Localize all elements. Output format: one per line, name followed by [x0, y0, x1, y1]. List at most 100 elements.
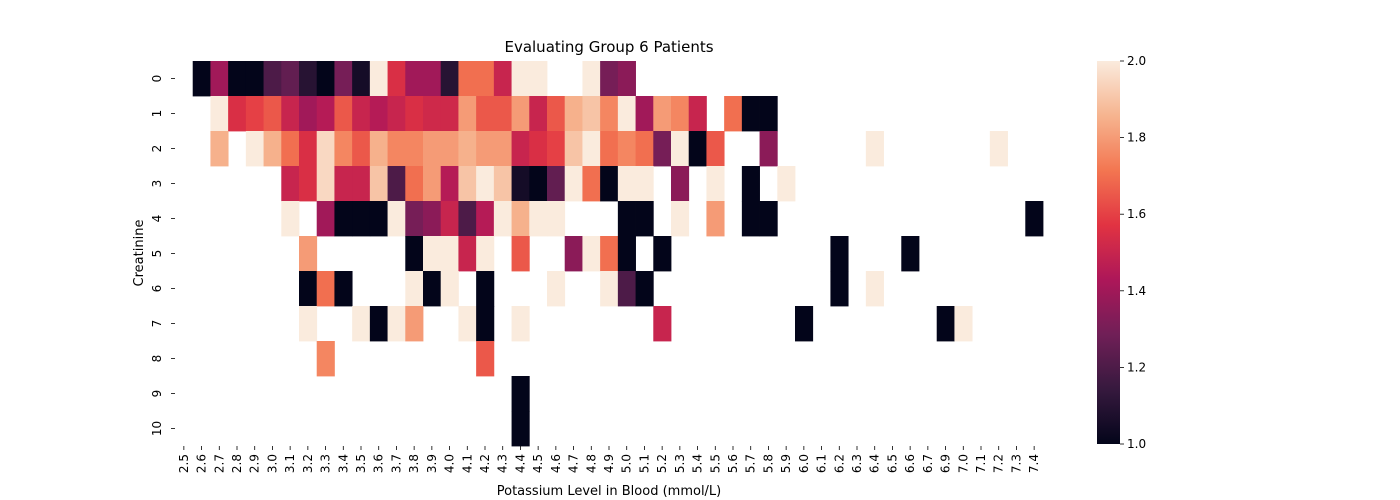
x-tick-label: 4.6 [549, 454, 563, 473]
heatmap-cell [511, 236, 530, 272]
heatmap-cell [547, 131, 566, 167]
colorbar-tick-label: 1.8 [1127, 131, 1146, 145]
heatmap-cell [1025, 201, 1044, 237]
heatmap-cell [901, 236, 920, 272]
heatmap-cell [600, 166, 619, 202]
heatmap-cell [440, 61, 459, 97]
heatmap-cell [653, 131, 672, 167]
heatmap-cell [316, 341, 335, 377]
heatmap-cell [423, 236, 442, 272]
heatmap-cell [617, 131, 636, 167]
heatmap-cell [369, 96, 388, 132]
x-tick-label: 6.3 [850, 454, 864, 473]
heatmap-cell [405, 306, 424, 342]
heatmap-cell [759, 96, 778, 132]
heatmap-cell [192, 61, 211, 97]
x-tick-label: 3.7 [389, 454, 403, 473]
heatmap-cell [600, 271, 619, 307]
heatmap-cell [706, 166, 725, 202]
heatmap-cell [245, 131, 264, 167]
heatmap-cell [795, 306, 814, 342]
heatmap-cell [706, 201, 725, 237]
x-tick-label: 3.3 [319, 454, 333, 473]
heatmap-cell [281, 96, 300, 132]
x-tick-label: 4.8 [584, 454, 598, 473]
heatmap-cell [617, 201, 636, 237]
heatmap-cell [316, 61, 335, 97]
x-tick-label: 6.2 [832, 454, 846, 473]
x-tick-label: 5.4 [691, 454, 705, 473]
heatmap-cell [511, 61, 530, 97]
heatmap-cell [547, 96, 566, 132]
heatmap-cell [582, 61, 601, 97]
y-tick-label: 3 [150, 180, 164, 188]
heatmap-cell [511, 411, 530, 447]
heatmap-cell [954, 306, 973, 342]
heatmap-cell [547, 166, 566, 202]
heatmap-cell [865, 271, 884, 307]
x-tick-label: 7.1 [974, 454, 988, 473]
heatmap-cell [671, 96, 690, 132]
heatmap-cell [299, 271, 318, 307]
heatmap-cell [263, 131, 282, 167]
heatmap-cell [635, 201, 654, 237]
heatmap-cell [564, 96, 583, 132]
heatmap-cell [423, 61, 442, 97]
heatmap-cell [369, 61, 388, 97]
heatmap-cell [334, 131, 353, 167]
heatmap-cell [387, 61, 406, 97]
heatmap-cell [458, 131, 477, 167]
x-tick-label: 3.8 [407, 454, 421, 473]
x-tick-label: 2.6 [195, 454, 209, 473]
heatmap-cell [245, 61, 264, 97]
heatmap-cell [529, 61, 548, 97]
x-tick-label: 6.7 [921, 454, 935, 473]
heatmap-cell [316, 131, 335, 167]
heatmap-cell [493, 61, 512, 97]
heatmap-cell [387, 306, 406, 342]
heatmap-cell [511, 376, 530, 412]
x-tick-label: 3.6 [372, 454, 386, 473]
heatmap-cell [299, 236, 318, 272]
heatmap-cell [405, 96, 424, 132]
heatmap-cell [617, 236, 636, 272]
heatmap-cell [210, 131, 229, 167]
heatmap-cell [245, 96, 264, 132]
heatmap-cell [564, 166, 583, 202]
x-axis: 2.5 2.6 2.7 2.8 2.9 3.0 3.1 3.2 3.3 3.4 3.5 3.6 3.7 3… [177, 446, 1041, 473]
heatmap-cell [777, 166, 796, 202]
heatmap-cell [423, 131, 442, 167]
heatmap-cell [458, 236, 477, 272]
heatmap-cell [299, 306, 318, 342]
x-tick-label: 5.8 [761, 454, 775, 473]
y-tick-label: 4 [150, 215, 164, 223]
heatmap-cell [653, 306, 672, 342]
heatmap-cell [281, 131, 300, 167]
heatmap-cell [759, 201, 778, 237]
y-tick-label: 7 [150, 320, 164, 328]
heatmap-cell [440, 271, 459, 307]
heatmap-cell [263, 96, 282, 132]
heatmap-cell [582, 236, 601, 272]
heatmap-cell [281, 201, 300, 237]
x-tick-label: 4.3 [496, 454, 510, 473]
heatmap-cell [653, 96, 672, 132]
heatmap-cell [281, 166, 300, 202]
heatmap-cell [564, 131, 583, 167]
heatmap-cell [228, 61, 247, 97]
y-tick-label: 2 [150, 145, 164, 153]
colorbar-tick-label: 2.0 [1127, 54, 1146, 68]
heatmap-cell [830, 236, 849, 272]
heatmap-cell [582, 166, 601, 202]
heatmap-cell [476, 166, 495, 202]
heatmap-cell [440, 201, 459, 237]
colorbar-tick-label: 1.6 [1127, 207, 1146, 221]
heatmap-cell [440, 236, 459, 272]
heatmap-cell [405, 201, 424, 237]
heatmap-cell [547, 271, 566, 307]
heatmap-cell [423, 201, 442, 237]
heatmap-cell [476, 306, 495, 342]
heatmap-cell [547, 201, 566, 237]
heatmap-cell [369, 306, 388, 342]
x-tick-label: 5.1 [637, 454, 651, 473]
